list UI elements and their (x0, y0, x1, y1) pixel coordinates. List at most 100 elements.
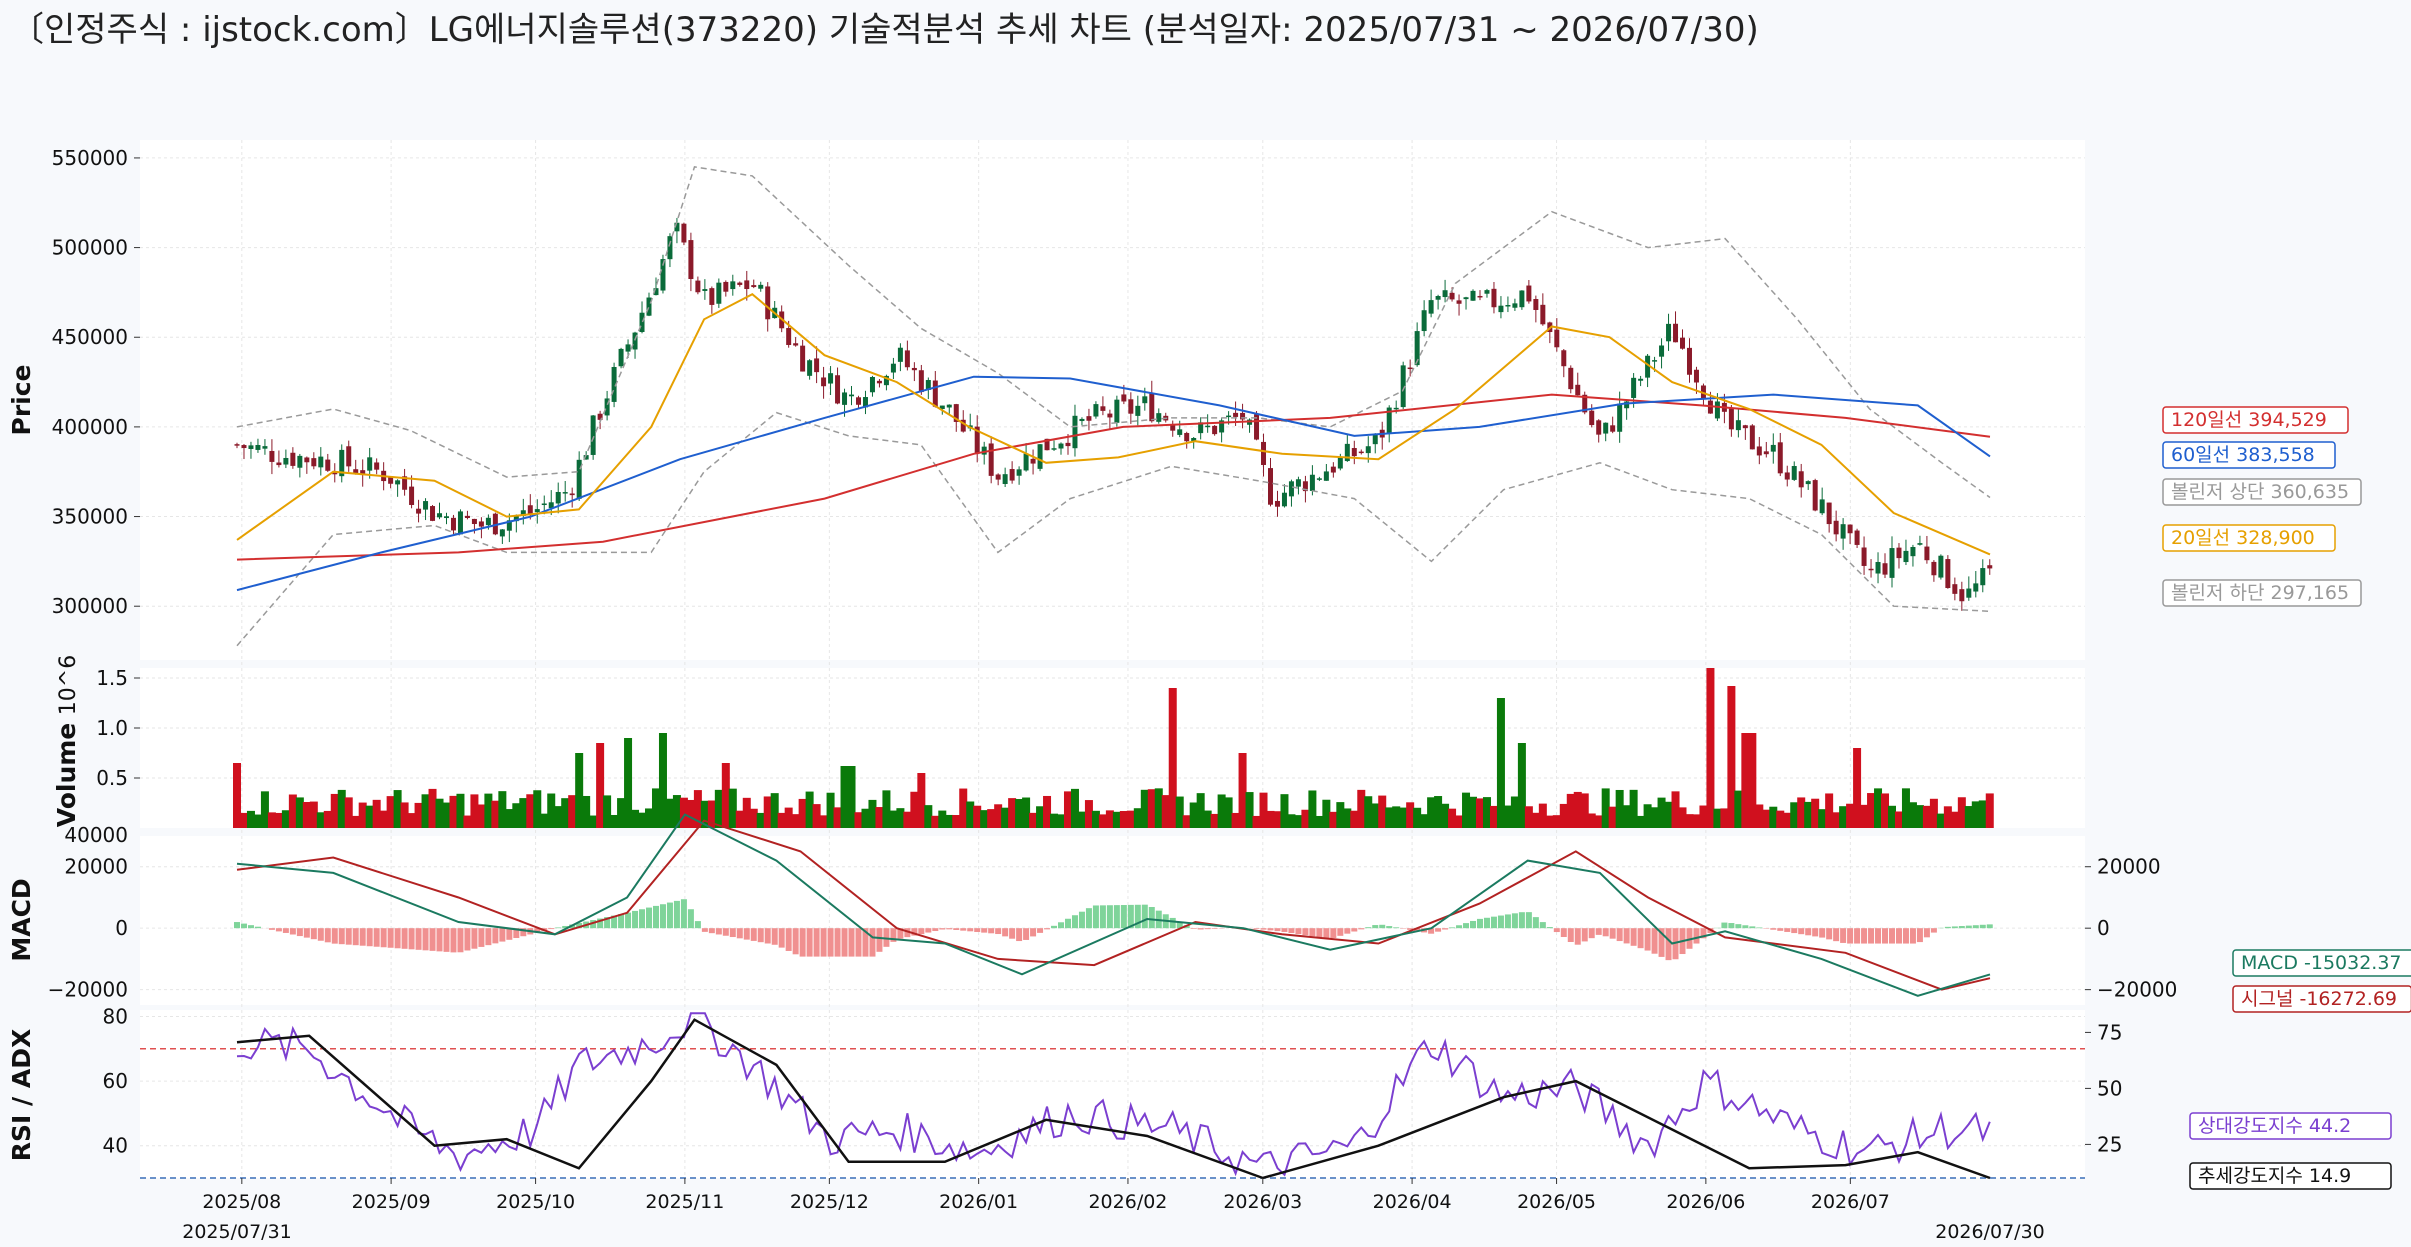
volume-bar (910, 791, 919, 828)
candle-body (1756, 446, 1762, 456)
macd-histogram-bar (848, 928, 855, 957)
volume-bar (1685, 814, 1694, 828)
macd-histogram-bar (1637, 928, 1644, 949)
volume-bar (1329, 811, 1338, 828)
volume-bar (707, 800, 716, 828)
rsi-tick-label: 60 (103, 1069, 128, 1093)
volume-bar (1238, 753, 1247, 828)
x-tick-label: 2026/02 (1088, 1191, 1167, 1213)
candle-body (1617, 403, 1623, 432)
macd-histogram-bar (1148, 907, 1155, 929)
volume-bar (1357, 789, 1366, 828)
candle-body (1267, 468, 1273, 505)
macd-histogram-bar (1099, 905, 1106, 929)
macd-histogram-bar (1819, 928, 1826, 938)
volume-bar (617, 798, 626, 828)
macd-histogram-bar (296, 928, 303, 937)
volume-bar (505, 809, 514, 828)
candle-body (995, 474, 1001, 480)
macd-histogram-bar (1595, 928, 1602, 935)
volume-bar (645, 808, 654, 828)
macd-histogram-bar (757, 928, 764, 943)
volume-bar (1874, 788, 1883, 828)
candle-body (904, 350, 910, 368)
candle-body (988, 443, 994, 476)
volume-bar (770, 793, 779, 828)
candle-body (765, 286, 771, 320)
volume-bar (470, 794, 479, 828)
macd-histogram-bar (1483, 917, 1490, 929)
legend-box (2162, 406, 2349, 434)
macd-histogram-bar (1770, 928, 1777, 930)
candle-body (674, 222, 680, 232)
candle-body (1861, 547, 1867, 566)
volume-bar (1455, 815, 1464, 828)
candle-body (660, 259, 666, 291)
volume-bar (1790, 802, 1799, 828)
macd-histogram-bar (548, 928, 555, 930)
volume-bar (1524, 806, 1533, 828)
volume-tick-label: 0.5 (96, 766, 128, 790)
macd-histogram-bar (995, 928, 1002, 935)
candle-body (388, 476, 394, 484)
volume-bar (1133, 808, 1142, 828)
candle-body (374, 462, 380, 470)
macd-histogram-bar (680, 899, 687, 929)
volume-bar (1769, 806, 1778, 828)
candle-body (255, 444, 261, 450)
volume-bar (889, 810, 898, 828)
macd-histogram-bar (932, 928, 939, 932)
macd-histogram-bar (1407, 928, 1414, 930)
volume-bar (239, 812, 248, 828)
macd-histogram-bar (729, 928, 736, 938)
macd-histogram-bar (841, 928, 848, 957)
candle-body (1791, 466, 1797, 480)
volume-bar (833, 807, 842, 828)
volume-bar (651, 788, 660, 828)
candle-body (562, 492, 568, 494)
candle-body (1456, 300, 1462, 304)
candle-body (457, 511, 463, 535)
volume-bar (812, 804, 821, 828)
macd-histogram-bar (1456, 925, 1463, 929)
macd-histogram-bar (1120, 905, 1127, 929)
volume-bar (1084, 800, 1093, 828)
volume-bar (700, 800, 709, 828)
bollinger-lower-line (236, 411, 1991, 647)
volume-bar (603, 795, 612, 828)
macd-histogram-bar (254, 926, 261, 929)
candle-body (1693, 369, 1699, 383)
macd-histogram-bar (1393, 927, 1400, 929)
candle-body (520, 510, 526, 516)
legend-box (2162, 441, 2336, 469)
volume-bar (1727, 686, 1736, 828)
volume-axis-label: Volume (52, 723, 81, 828)
macd-histogram-bar (897, 928, 904, 939)
candle-body (946, 404, 952, 408)
macd-histogram-bar (1567, 928, 1574, 942)
macd-histogram-bar (1930, 928, 1937, 933)
volume-bar (1399, 807, 1408, 828)
macd-histogram-bar (1882, 928, 1889, 944)
rsi-tick-label: 40 (103, 1134, 128, 1158)
volume-bar (882, 790, 891, 828)
candle-body (1505, 305, 1511, 307)
macd-histogram-bar (750, 928, 757, 941)
macd-histogram-bar (701, 928, 708, 932)
legend-box (2189, 1162, 2392, 1190)
candle-body (1463, 297, 1469, 300)
candle-body (1533, 299, 1539, 310)
volume-bar (742, 797, 751, 828)
candle-body (506, 520, 512, 531)
volume-bar (1343, 808, 1352, 828)
candle-body (709, 288, 715, 305)
macd-histogram-bar (967, 928, 974, 932)
macd-histogram-bar (1665, 928, 1672, 961)
candle-body (1072, 415, 1078, 449)
volume-bar (1762, 809, 1771, 828)
macd-histogram-bar (904, 928, 911, 938)
candle-body (450, 517, 456, 531)
volume-bar (421, 794, 430, 828)
volume-bar (1001, 807, 1010, 828)
volume-bar (987, 809, 996, 828)
